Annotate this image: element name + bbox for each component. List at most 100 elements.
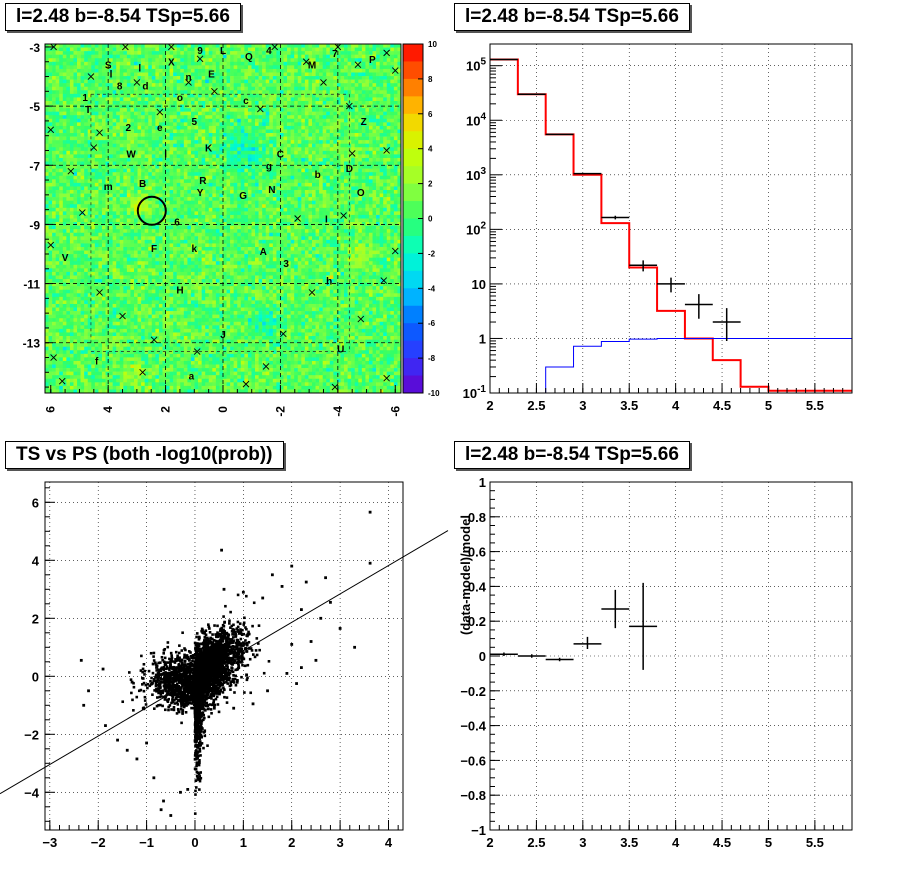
heatmap-cell <box>308 200 313 205</box>
heatmap-cell <box>69 86 74 91</box>
heatmap-cell <box>208 197 213 201</box>
heatmap-cell <box>336 97 341 102</box>
heatmap-cell <box>290 61 295 66</box>
heatmap-cell <box>144 44 149 48</box>
heatmap-cell <box>201 47 206 52</box>
heatmap-cell <box>166 122 170 127</box>
heatmap-cell <box>45 193 49 198</box>
heatmap-cell <box>290 168 295 173</box>
heatmap-cell <box>198 186 202 191</box>
heatmap-cell <box>137 190 142 194</box>
heatmap-cell <box>105 157 110 162</box>
heatmap-cell <box>247 179 252 184</box>
heatmap-cell <box>308 204 313 209</box>
heatmap-cell <box>294 76 299 80</box>
heatmap-cell <box>73 83 78 88</box>
heatmap-cell <box>290 97 295 102</box>
heatmap-cell <box>358 218 363 223</box>
heatmap-cell <box>237 58 242 63</box>
heatmap-cell <box>312 150 316 155</box>
heatmap-cell <box>333 168 338 173</box>
heatmap-cell <box>237 83 242 88</box>
heatmap-cell <box>265 143 270 148</box>
heatmap-cell <box>344 90 348 95</box>
heatmap-cell <box>215 90 220 95</box>
heatmap-cell <box>187 44 192 48</box>
heatmap-cell <box>397 179 402 184</box>
heatmap-cell <box>240 168 245 173</box>
heatmap-cell <box>198 118 202 123</box>
heatmap-cell <box>166 51 170 55</box>
heatmap-cell <box>201 51 206 55</box>
heatmap-cell <box>301 65 306 70</box>
heatmap-cell <box>45 200 49 205</box>
heatmap-cell <box>137 161 142 166</box>
heatmap-cell <box>190 54 195 59</box>
heatmap-cell <box>269 61 274 66</box>
heatmap-cell <box>340 218 345 223</box>
heatmap-cell <box>294 54 299 59</box>
heatmap-cell <box>265 161 270 166</box>
heatmap-cell <box>80 86 85 91</box>
heatmap-cell <box>372 129 377 134</box>
heatmap-cell <box>226 133 231 137</box>
heatmap-cell <box>383 154 388 159</box>
heatmap-cell <box>134 129 138 134</box>
heatmap-cell <box>130 140 135 145</box>
heatmap-cell <box>101 200 106 205</box>
heatmap-cell <box>269 182 274 187</box>
heatmap-cell <box>205 165 210 169</box>
heatmap-cell <box>244 72 249 77</box>
heatmap-cell <box>91 190 96 194</box>
heatmap-cell <box>130 72 135 77</box>
heatmap-cell <box>66 165 71 169</box>
heatmap-cell <box>290 154 295 159</box>
heatmap-cell <box>304 143 309 148</box>
heatmap-cell <box>80 44 85 48</box>
heatmap-cell <box>308 168 313 173</box>
heatmap-cell <box>255 157 259 162</box>
heatmap-cell <box>112 72 117 77</box>
heatmap-cell <box>344 161 348 166</box>
heatmap-cell <box>190 168 195 173</box>
heatmap-cell <box>173 83 178 88</box>
heatmap-cell <box>183 115 188 120</box>
heatmap-cell <box>244 51 249 55</box>
heatmap-cell <box>230 186 234 191</box>
heatmap-cell <box>240 197 245 201</box>
heatmap-cell <box>230 190 234 194</box>
heatmap-cell <box>287 175 291 180</box>
heatmap-cell <box>48 147 53 152</box>
heatmap-cell <box>126 193 131 198</box>
heatmap-cell <box>393 72 398 77</box>
heatmap-cell <box>130 47 135 52</box>
heatmap-cell <box>397 214 402 219</box>
heatmap-cell <box>84 133 89 137</box>
heatmap-cell <box>137 168 142 173</box>
heatmap-cell <box>240 83 245 88</box>
heatmap-cell <box>372 83 377 88</box>
heatmap-cell <box>101 172 106 177</box>
heatmap-cell <box>322 172 327 177</box>
heatmap-cell <box>84 51 89 55</box>
heatmap-cell <box>301 182 306 187</box>
heatmap-cell <box>368 79 373 84</box>
heatmap-cell <box>98 44 103 48</box>
heatmap-cell <box>237 108 242 112</box>
heatmap-cell <box>87 58 92 63</box>
heatmap-cell <box>390 190 395 194</box>
heatmap-cell <box>212 108 217 112</box>
heatmap-cell <box>141 90 145 95</box>
heatmap-cell <box>276 197 281 201</box>
heatmap-cell <box>69 125 74 130</box>
heatmap-cell <box>376 186 380 191</box>
heatmap-cell <box>372 175 377 180</box>
heatmap-cell <box>379 111 384 116</box>
heatmap-cell <box>301 150 306 155</box>
heatmap-cell <box>233 179 238 184</box>
heatmap-cell <box>119 100 124 105</box>
heatmap-cell <box>155 182 160 187</box>
heatmap-cell <box>358 90 363 95</box>
heatmap-cell <box>91 61 96 66</box>
heatmap-cell <box>134 200 138 205</box>
